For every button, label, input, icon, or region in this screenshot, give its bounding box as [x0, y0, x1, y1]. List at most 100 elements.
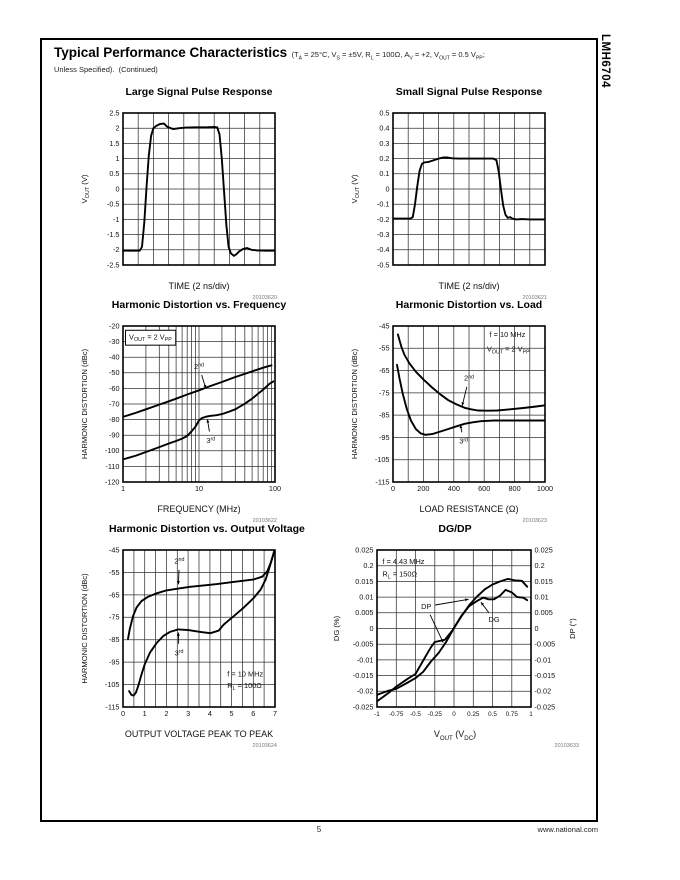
- svg-text:0.1: 0.1: [379, 169, 389, 178]
- svg-text:-2.5: -2.5: [107, 260, 120, 269]
- chart-title: DG/DP: [438, 523, 472, 535]
- svg-text:-0.015: -0.015: [535, 671, 556, 680]
- svg-text:1.5: 1.5: [109, 139, 119, 148]
- svg-text:DP (°): DP (°): [568, 618, 577, 639]
- svg-text:-45: -45: [379, 321, 390, 330]
- svg-text:RL = 150Ω: RL = 150Ω: [382, 570, 417, 581]
- chart-small-signal-pulse-response: Small Signal Pulse Response 0.5 0.4 0.3 0.2…: [347, 86, 559, 301]
- plot-svg: 0 1 2 3 4 5 6 7 -45 -55 -65 -75 -85 -95 -105 -115 HARMON…: [80, 545, 277, 718]
- svg-text:7: 7: [273, 709, 277, 718]
- svg-text:-85: -85: [109, 635, 120, 644]
- svg-text:DG (%): DG (%): [332, 615, 341, 641]
- plot-svg: 0 200 400 600 800 1000 -45 -55 -65 -75 -85 -95 -105 -…: [350, 321, 553, 493]
- svg-text:-0.5: -0.5: [107, 200, 120, 209]
- svg-text:-85: -85: [379, 411, 390, 420]
- chart-title: Harmonic Distortion vs. Frequency: [111, 299, 287, 311]
- svg-text:-2: -2: [113, 245, 120, 254]
- svg-text:-0.75: -0.75: [389, 711, 404, 718]
- x-axis-label: LOAD RESISTANCE (Ω): [419, 504, 519, 514]
- page-header: Typical Performance Characteristics (TA …: [54, 44, 574, 74]
- svg-text:0: 0: [385, 184, 389, 193]
- svg-text:f = 4.43 MHz: f = 4.43 MHz: [382, 557, 424, 566]
- svg-text:-55: -55: [379, 344, 390, 353]
- svg-text:HARMONIC DISTORTION (dBc): HARMONIC DISTORTION (dBc): [350, 348, 359, 459]
- svg-text:2.5: 2.5: [109, 108, 119, 117]
- svg-text:1: 1: [121, 484, 125, 493]
- plot-svg: -1 -0.75 -0.5 -0.25 0 0.25 0.5 0.75 1 0.025 0.2 0.0…: [332, 545, 577, 718]
- chart-harmonic-distortion-vs-load: Harmonic Distortion vs. Load 0 200 400 600 8…: [347, 299, 559, 524]
- svg-text:0: 0: [452, 711, 456, 718]
- part-number-tab: LMH6704: [599, 34, 611, 88]
- test-conditions: (TA = 25°C, VS = ±5V, RL = 100Ω, AV = +2…: [291, 50, 485, 62]
- svg-text:-0.015: -0.015: [353, 671, 374, 680]
- svg-text:0.005: 0.005: [355, 608, 373, 617]
- plot-svg: 0.5 0.4 0.3 0.2 0.1 0 -0.1 -0.2 -0.3 -0.4 -0.5 VOUT…: [350, 108, 546, 269]
- svg-text:0.25: 0.25: [467, 711, 480, 718]
- figure-number: 20103633: [554, 743, 579, 749]
- svg-text:2nd: 2nd: [174, 556, 184, 565]
- svg-text:1: 1: [143, 709, 147, 718]
- svg-text:-75: -75: [109, 613, 120, 622]
- svg-text:-0.01: -0.01: [535, 655, 552, 664]
- svg-text:-40: -40: [109, 353, 120, 362]
- svg-text:-0.025: -0.025: [353, 702, 374, 711]
- x-axis-label: TIME (2 ns/div): [438, 281, 500, 291]
- svg-text:3rd: 3rd: [175, 648, 184, 657]
- plot-hd-output-voltage: 0 1 2 3 4 5 6 7 -45 -55 -65 -75 -85 -95 -105 -115 HARMON…: [77, 545, 289, 728]
- svg-text:-75: -75: [379, 388, 390, 397]
- svg-text:-60: -60: [109, 384, 120, 393]
- svg-text:0.75: 0.75: [506, 711, 519, 718]
- svg-text:6: 6: [251, 709, 255, 718]
- svg-text:-0.5: -0.5: [377, 260, 390, 269]
- svg-text:5: 5: [230, 709, 234, 718]
- svg-text:10: 10: [195, 484, 203, 493]
- svg-text:-90: -90: [109, 431, 120, 440]
- svg-text:-115: -115: [105, 702, 119, 711]
- plot-dg-dp: -1 -0.75 -0.5 -0.25 0 0.25 0.5 0.75 1 0.025 0.2 0.0…: [329, 545, 581, 728]
- svg-text:-105: -105: [105, 680, 120, 689]
- svg-text:-0.2: -0.2: [377, 215, 390, 224]
- plot-large-signal: 2.5 2 1.5 1 0.5 0 -0.5 -1 -1.5 -2 -2.5 VOUT (V): [77, 108, 289, 280]
- test-conditions-continued: Unless Specified). (Continued): [54, 65, 158, 74]
- svg-text:f = 10 MHz: f = 10 MHz: [227, 670, 263, 679]
- svg-text:4: 4: [208, 709, 212, 718]
- svg-text:0.015: 0.015: [535, 577, 553, 586]
- svg-text:0.3: 0.3: [379, 139, 389, 148]
- chart-harmonic-distortion-vs-output-voltage: Harmonic Distortion vs. Output Voltage 0…: [77, 523, 305, 749]
- svg-text:0.5: 0.5: [488, 711, 497, 718]
- svg-text:0.5: 0.5: [109, 169, 119, 178]
- svg-text:0.5: 0.5: [379, 108, 389, 117]
- plot-svg: 1 10 100 -20 -30 -40 -50 -60 -70 -80 -90 -100 -110 -1…: [80, 321, 281, 493]
- svg-text:400: 400: [448, 484, 460, 493]
- header-line1: Typical Performance Characteristics (TA …: [54, 44, 574, 62]
- svg-text:HARMONIC DISTORTION (dBc): HARMONIC DISTORTION (dBc): [80, 573, 89, 684]
- chart-dg-dp: DG/DP -1 -0.75 -0.5 -0.25 0 0.25 0.5 0.75 1 0.025…: [329, 523, 581, 749]
- svg-text:-0.01: -0.01: [357, 655, 374, 664]
- figure-number: 20103623: [522, 518, 547, 524]
- svg-text:VOUT (V): VOUT (V): [80, 174, 91, 203]
- svg-text:-0.5: -0.5: [410, 711, 421, 718]
- svg-text:0.025: 0.025: [535, 545, 553, 554]
- svg-text:0: 0: [121, 709, 125, 718]
- svg-text:-0.25: -0.25: [428, 711, 443, 718]
- svg-text:VOUT = 2 VPP: VOUT = 2 VPP: [129, 332, 172, 343]
- chart-harmonic-distortion-vs-frequency: Harmonic Distortion vs. Frequency 1 10 100…: [77, 299, 289, 524]
- svg-text:VOUT (V): VOUT (V): [350, 174, 361, 203]
- svg-text:-95: -95: [379, 433, 390, 442]
- svg-text:200: 200: [417, 484, 429, 493]
- svg-text:HARMONIC DISTORTION (dBc): HARMONIC DISTORTION (dBc): [80, 348, 89, 459]
- svg-text:-70: -70: [109, 399, 120, 408]
- plot-hd-load: 0 200 400 600 800 1000 -45 -55 -65 -75 -85 -95 -105 -…: [347, 321, 559, 503]
- svg-text:-0.1: -0.1: [377, 200, 390, 209]
- svg-text:0.025: 0.025: [355, 545, 373, 554]
- svg-text:-0.02: -0.02: [357, 687, 374, 696]
- figure-number: 20103624: [252, 743, 277, 749]
- svg-text:-0.025: -0.025: [535, 702, 556, 711]
- svg-text:0.01: 0.01: [359, 593, 373, 602]
- svg-text:0.015: 0.015: [355, 577, 373, 586]
- svg-text:0: 0: [535, 624, 539, 633]
- svg-text:0.2: 0.2: [363, 561, 373, 570]
- svg-text:f = 10 MHz: f = 10 MHz: [490, 330, 526, 339]
- svg-text:RL = 100Ω: RL = 100Ω: [227, 681, 262, 692]
